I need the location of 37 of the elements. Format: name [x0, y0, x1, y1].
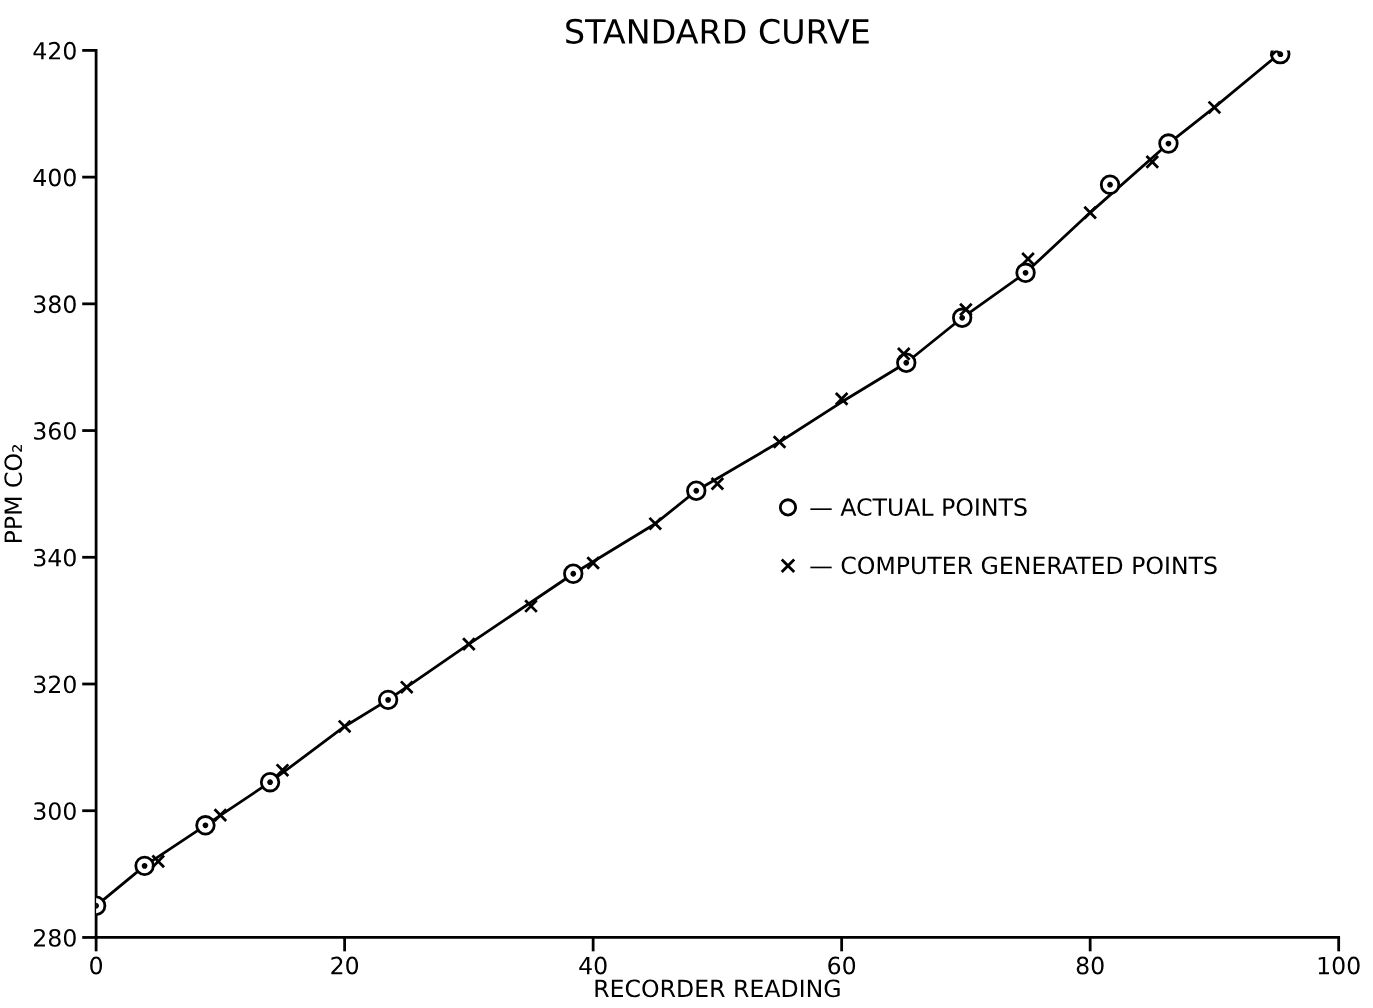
- x-tick-label: 40: [579, 956, 607, 975]
- y-tick-label: 320: [34, 675, 76, 694]
- y-tick-label: 280: [34, 928, 76, 947]
- y-axis-title: PPM CO₂: [4, 444, 23, 543]
- point: [648, 516, 663, 531]
- legend-label: — COMPUTER GENERATED POINTS: [810, 556, 1217, 575]
- y-tick-label: 400: [33, 168, 76, 187]
- y-tick-label: 360: [34, 422, 76, 440]
- point: [896, 346, 911, 362]
- point: [337, 719, 352, 734]
- point: [523, 598, 539, 614]
- y-tick-label: 380: [34, 295, 76, 314]
- point: [1207, 100, 1222, 115]
- point: [1082, 205, 1098, 220]
- point: [151, 854, 166, 869]
- y-tick-label: 340: [34, 548, 76, 567]
- point: [772, 434, 787, 450]
- point: [1145, 154, 1160, 170]
- point: [461, 636, 477, 652]
- point: [275, 762, 290, 778]
- x-tick-label: 60: [828, 956, 856, 975]
- x-tick-label: 80: [1076, 956, 1104, 975]
- y-tick-label: 300: [34, 802, 76, 821]
- legend-label: — ACTUAL POINTS: [810, 498, 1027, 516]
- point: [834, 391, 849, 407]
- point: [585, 555, 601, 571]
- x-tick-label: 0: [90, 956, 103, 975]
- point: [1099, 174, 1121, 195]
- point: [399, 679, 414, 695]
- point: [213, 807, 228, 823]
- chart-title: STANDARD CURVE: [566, 18, 869, 44]
- x-axis-title: RECORDER READING: [595, 979, 840, 998]
- point: [1020, 251, 1036, 267]
- point: [710, 476, 725, 491]
- x-tick-label: 100: [1318, 956, 1360, 975]
- y-tick-label: 420: [33, 41, 76, 60]
- x-tick-label: 20: [331, 956, 359, 975]
